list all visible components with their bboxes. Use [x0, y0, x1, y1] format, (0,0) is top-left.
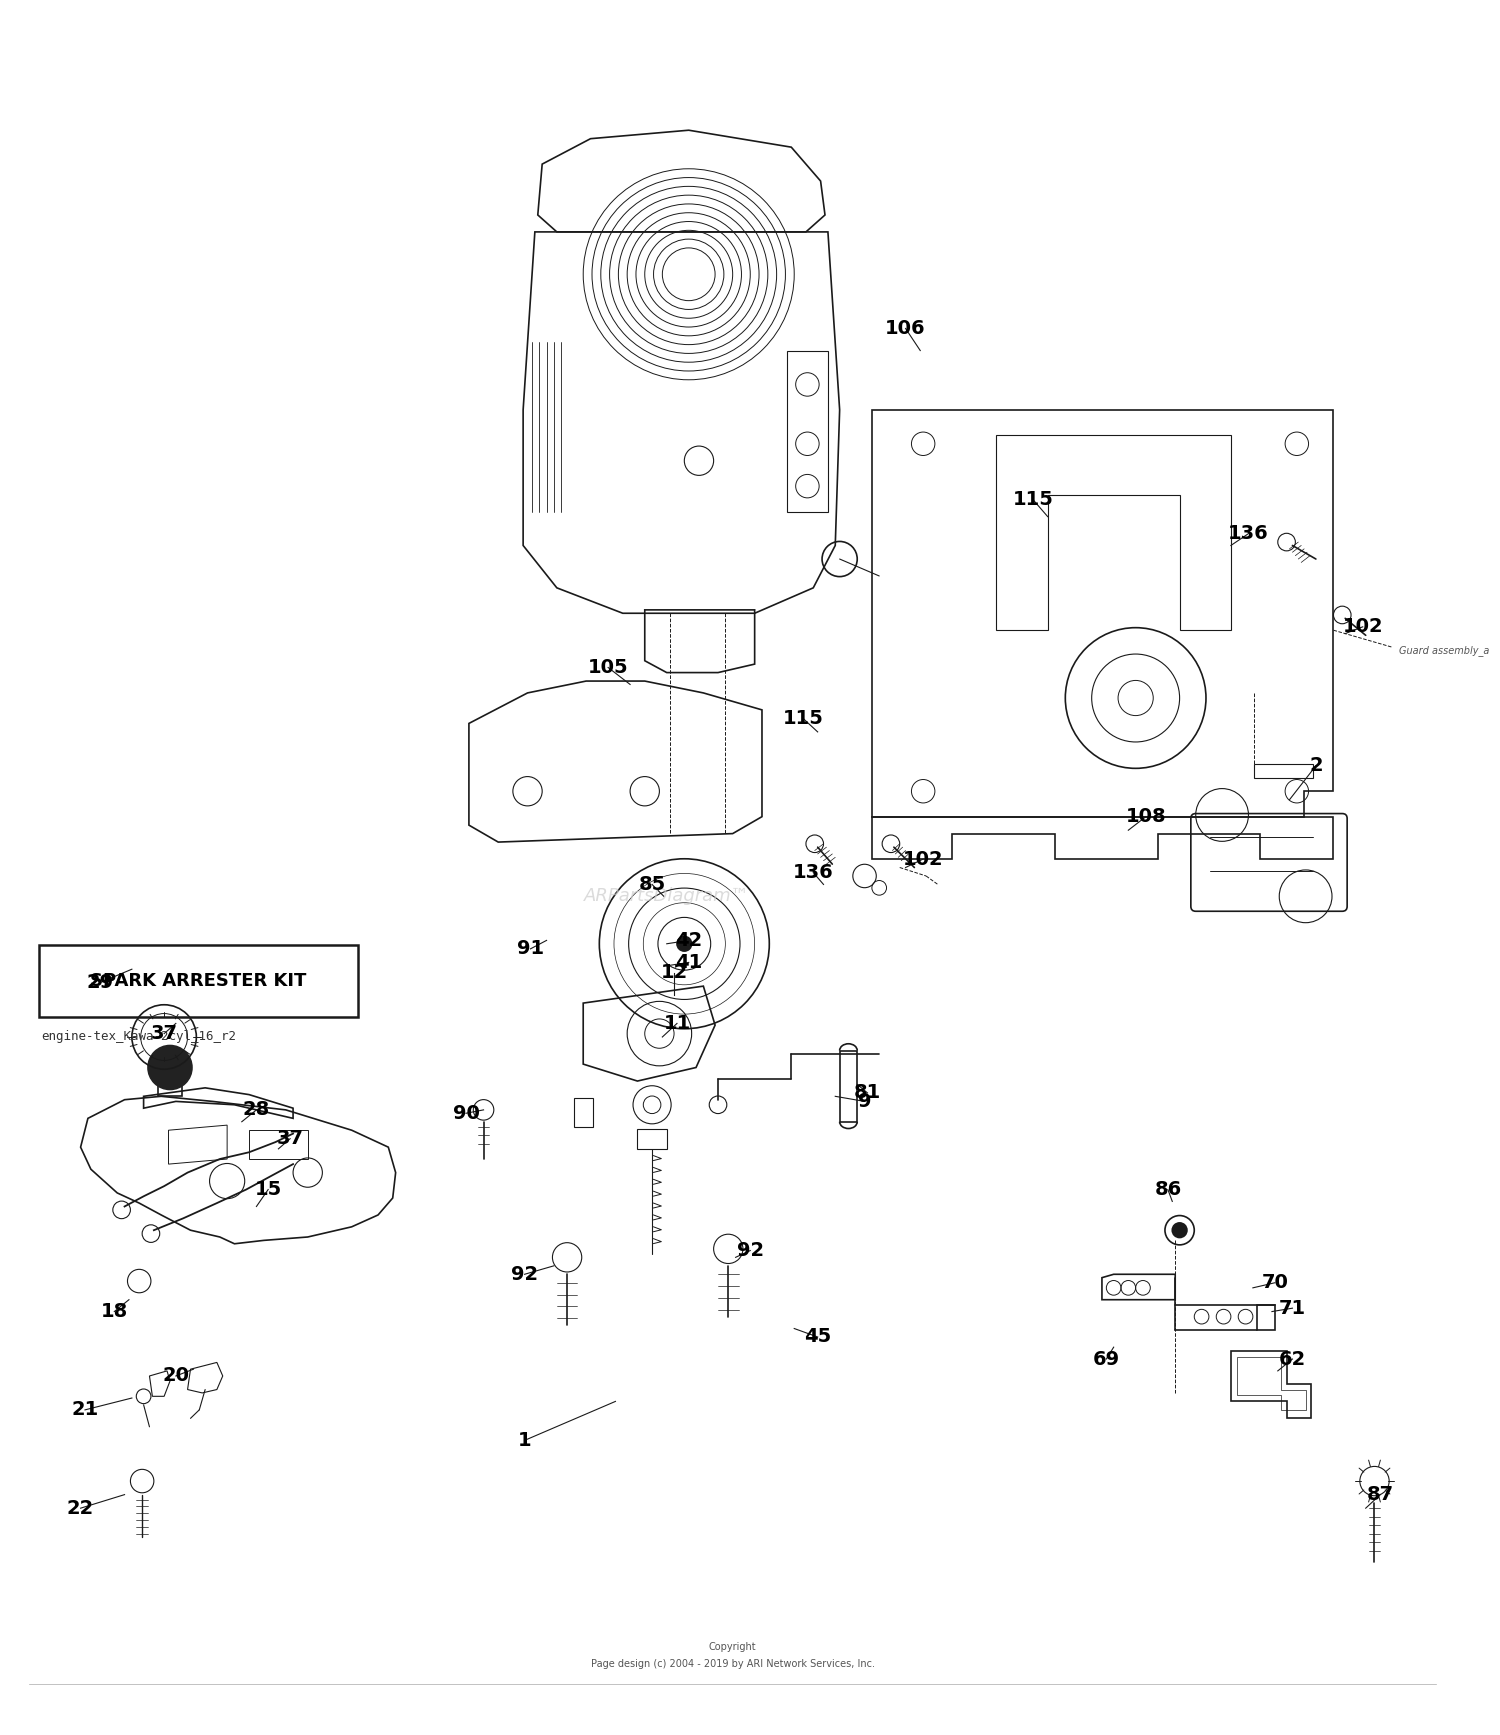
Text: 102: 102: [903, 850, 944, 869]
Text: 136: 136: [794, 862, 834, 881]
Text: 18: 18: [100, 1301, 128, 1320]
Text: 21: 21: [72, 1400, 99, 1419]
Text: 12: 12: [660, 963, 687, 982]
Text: 22: 22: [68, 1499, 94, 1518]
Text: 69: 69: [1094, 1350, 1120, 1369]
Text: 41: 41: [675, 953, 702, 972]
Text: Guard assembly_a: Guard assembly_a: [1400, 645, 1490, 656]
Text: 2: 2: [1310, 756, 1323, 776]
Text: 62: 62: [1280, 1350, 1306, 1369]
Text: 20: 20: [162, 1367, 189, 1386]
Text: 115: 115: [1013, 491, 1053, 508]
Text: 85: 85: [639, 874, 666, 894]
Text: 37: 37: [276, 1129, 303, 1149]
Text: 28: 28: [243, 1100, 270, 1119]
Text: 71: 71: [1280, 1300, 1306, 1317]
Text: 81: 81: [853, 1083, 880, 1102]
Text: 105: 105: [588, 658, 628, 677]
Text: 1: 1: [518, 1431, 531, 1450]
Text: Copyright: Copyright: [710, 1641, 756, 1652]
Text: 86: 86: [1155, 1180, 1182, 1199]
Text: 106: 106: [885, 319, 926, 338]
Text: 108: 108: [1125, 807, 1166, 826]
Circle shape: [148, 1046, 192, 1090]
Text: 91: 91: [518, 939, 544, 958]
Text: 11: 11: [663, 1013, 690, 1032]
Text: 9: 9: [858, 1091, 871, 1110]
Text: 15: 15: [255, 1180, 282, 1199]
Text: Page design (c) 2004 - 2019 by ARI Network Services, Inc.: Page design (c) 2004 - 2019 by ARI Netwo…: [591, 1659, 874, 1669]
Text: 70: 70: [1262, 1273, 1288, 1293]
Text: SPARK ARRESTER KIT: SPARK ARRESTER KIT: [90, 972, 306, 991]
Text: 115: 115: [783, 710, 824, 729]
Circle shape: [1173, 1223, 1186, 1237]
Text: 136: 136: [1228, 524, 1269, 543]
Circle shape: [676, 937, 692, 951]
Text: 90: 90: [453, 1103, 480, 1123]
Text: 92: 92: [512, 1265, 538, 1284]
Text: 102: 102: [1342, 618, 1383, 637]
Text: 42: 42: [675, 932, 702, 949]
Text: 29: 29: [86, 973, 112, 992]
Text: 92: 92: [736, 1241, 764, 1260]
Text: 37: 37: [150, 1024, 177, 1043]
Text: 87: 87: [1366, 1485, 1394, 1504]
Text: engine-tex_Kawa-2cyl_16_r2: engine-tex_Kawa-2cyl_16_r2: [40, 1031, 236, 1043]
Text: ARPartsDiagram™: ARPartsDiagram™: [584, 887, 750, 906]
Text: 45: 45: [804, 1327, 831, 1346]
